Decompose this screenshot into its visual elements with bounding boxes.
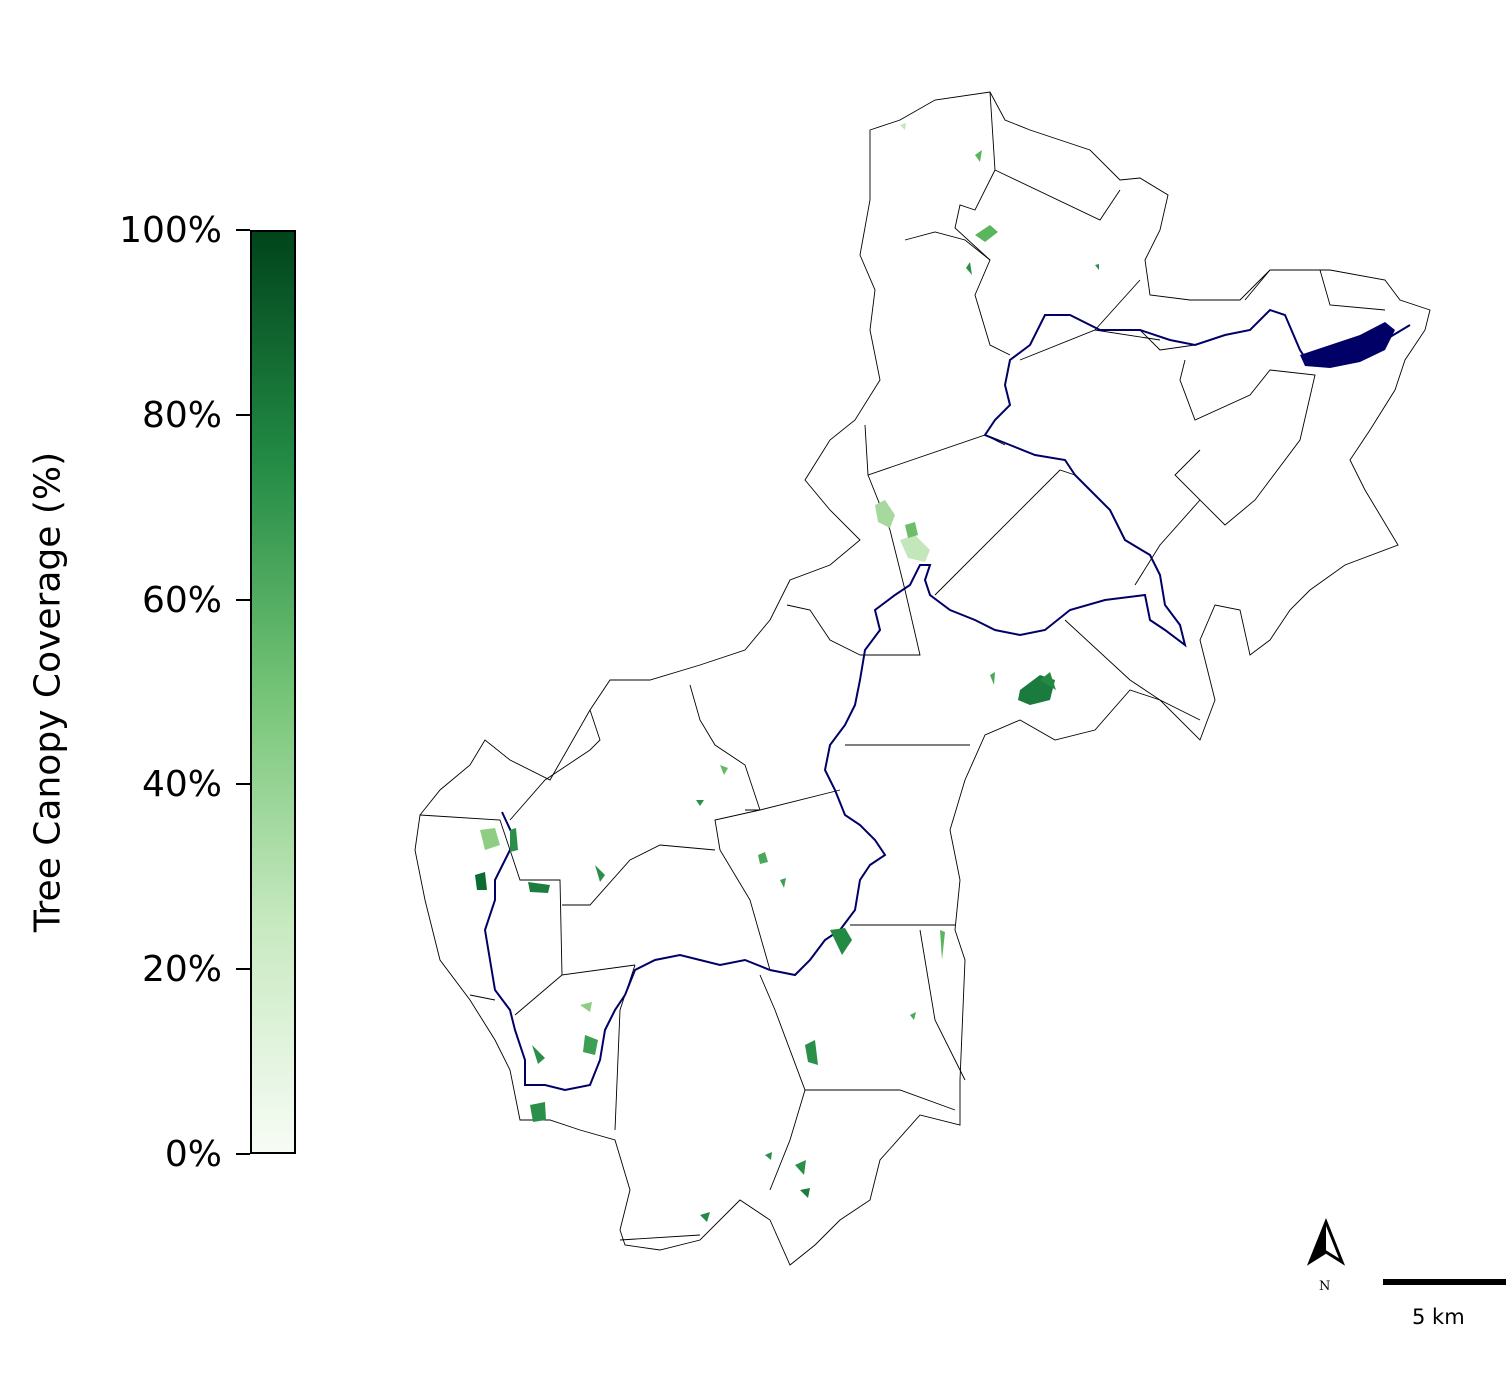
colorbar-tick-label: 60% <box>141 580 222 621</box>
colorbar-tick-label: 80% <box>141 395 222 436</box>
north-arrow-icon <box>1306 1217 1346 1266</box>
north-label: N <box>1319 1279 1331 1294</box>
colorbar-tick-label: 100% <box>119 210 222 251</box>
colorbar-tick-label: 20% <box>141 949 222 990</box>
district-boundaries <box>419 91 1386 1241</box>
colorbar-tick <box>236 1153 250 1155</box>
region-outline <box>414 91 1431 1266</box>
colorbar <box>250 230 296 1154</box>
canopy-patches <box>475 123 1099 1222</box>
scale-label: 5 km <box>1412 1305 1465 1329</box>
colorbar-tick <box>236 229 250 231</box>
scale-bar <box>1383 1279 1506 1285</box>
colorbar-tick <box>236 599 250 601</box>
colorbar-tick-label: 40% <box>141 764 222 805</box>
colorbar-tick <box>236 783 250 785</box>
reservoir <box>1300 322 1395 368</box>
colorbar-tick <box>236 414 250 416</box>
colorbar-tick-label: 0% <box>164 1134 222 1175</box>
river <box>483 308 1411 1092</box>
colorbar-tick <box>236 968 250 970</box>
